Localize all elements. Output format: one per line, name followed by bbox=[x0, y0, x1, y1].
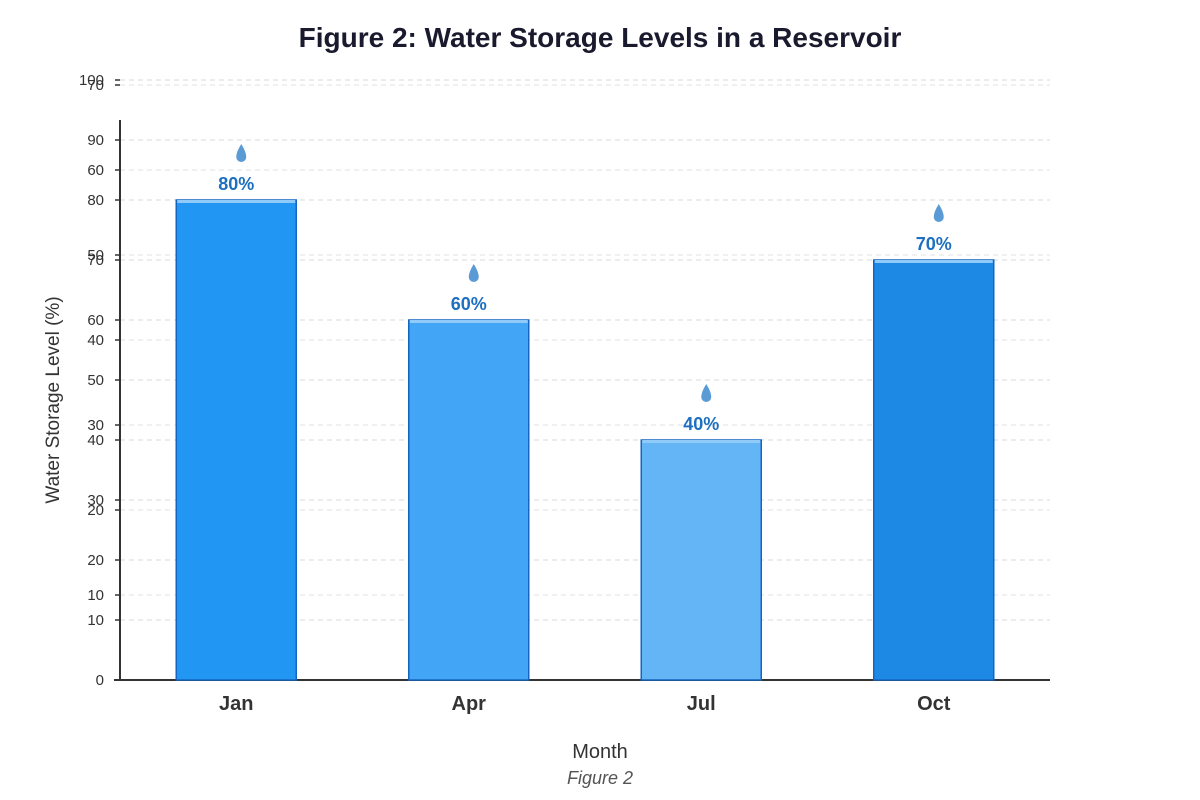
bar-jan bbox=[175, 199, 297, 681]
water-drop-icon bbox=[701, 384, 712, 402]
y-tick-label: 70 bbox=[87, 252, 104, 269]
water-drop-icon bbox=[236, 144, 247, 162]
y-tick-label: 30 bbox=[87, 417, 104, 434]
figure-caption: Figure 2 bbox=[566, 768, 634, 788]
y-tick-label: 40 bbox=[87, 432, 104, 449]
bar-highlight bbox=[874, 260, 993, 263]
y-tick-label: 20 bbox=[87, 552, 104, 569]
y-tick-label: 80 bbox=[87, 192, 104, 209]
x-tick-label: Jul bbox=[687, 693, 716, 715]
bar-apr bbox=[408, 319, 530, 681]
chart-title: Figure 2: Water Storage Levels in a Rese… bbox=[298, 22, 902, 53]
data-label: 60% bbox=[451, 294, 487, 314]
y-tick-label: 10 bbox=[87, 612, 104, 629]
x-tick-label: Jan bbox=[219, 693, 253, 715]
data-label: 40% bbox=[683, 414, 719, 434]
y-tick-label: 100 bbox=[79, 72, 104, 89]
bar-oct bbox=[873, 259, 995, 681]
y-tick-label: 10 bbox=[87, 587, 104, 604]
y-tick-label: 30 bbox=[87, 492, 104, 509]
x-axis-label: Month bbox=[572, 741, 628, 763]
y-tick-label: 50 bbox=[87, 372, 104, 389]
y-tick-label: 50 bbox=[87, 247, 104, 264]
x-tick-label: Oct bbox=[917, 693, 951, 715]
x-tick-label: Apr bbox=[452, 693, 487, 715]
y-tick-label: 70 bbox=[87, 77, 104, 94]
data-label: 80% bbox=[218, 174, 254, 194]
bar-highlight bbox=[642, 440, 761, 443]
bar-highlight bbox=[177, 200, 296, 203]
bar-jul bbox=[640, 439, 762, 681]
bar-highlight bbox=[409, 320, 528, 323]
water-drop-icon bbox=[933, 204, 944, 222]
y-tick-label: 20 bbox=[87, 502, 104, 519]
y-tick-label: 40 bbox=[87, 332, 104, 349]
water-drop-icon bbox=[468, 264, 479, 282]
y-tick-label: 90 bbox=[87, 132, 104, 149]
y-tick-label: 0 bbox=[96, 672, 104, 689]
data-label: 70% bbox=[916, 234, 952, 254]
y-tick-label: 60 bbox=[87, 162, 104, 179]
y-tick-label: 60 bbox=[87, 312, 104, 329]
